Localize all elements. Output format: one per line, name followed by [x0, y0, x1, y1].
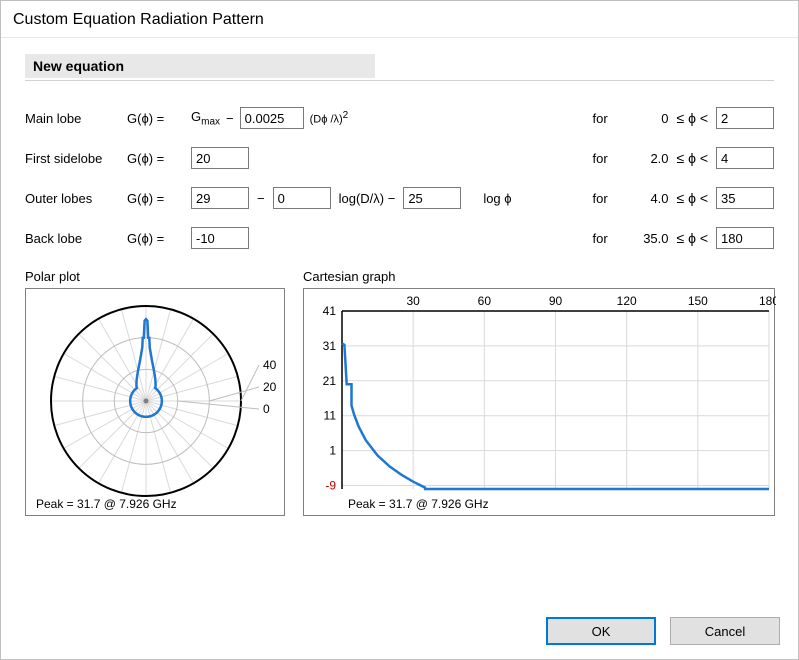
row-back-lobe: Back lobe G(ϕ) = for 35.0 ≤ ϕ <: [25, 225, 774, 251]
main-lobe-range: for 0 ≤ ϕ <: [593, 107, 774, 129]
window-title: Custom Equation Radiation Pattern: [1, 1, 798, 38]
back-lobe-range: for 35.0 ≤ ϕ <: [593, 227, 774, 249]
back-upper-input[interactable]: [716, 227, 774, 249]
svg-text:1: 1: [329, 444, 336, 458]
plots-row: Polar plot 40 20 0 Peak = 31.7 @ 7.926 GHz…: [25, 269, 774, 516]
svg-text:150: 150: [688, 294, 708, 308]
svg-text:20: 20: [263, 380, 277, 394]
outer-upper-input[interactable]: [716, 187, 774, 209]
svg-text:41: 41: [323, 304, 337, 318]
cartesian-plot: 306090120150180-9111213141 Peak = 31.7 @…: [303, 288, 775, 516]
outer-mid-text: log(D/λ) −: [339, 191, 396, 206]
first-sidelobe-input[interactable]: [191, 147, 249, 169]
outer-v3-input[interactable]: [403, 187, 461, 209]
cartesian-plot-col: Cartesian graph 306090120150180-91112131…: [303, 269, 775, 516]
outer-lower: 4.0: [629, 191, 669, 206]
minus-symbol: −: [257, 191, 265, 206]
back-lobe-input[interactable]: [191, 227, 249, 249]
polar-plot: 40 20 0 Peak = 31.7 @ 7.926 GHz: [25, 288, 285, 516]
svg-text:90: 90: [549, 294, 563, 308]
first-sidelobe-label: First sidelobe: [25, 151, 119, 166]
g-phi-label: G(ϕ) =: [127, 151, 183, 166]
svg-text:0: 0: [263, 402, 270, 416]
dialog-buttons: OK Cancel: [1, 607, 798, 659]
main-lobe-expr: Gmax − (Dϕ /λ)2: [191, 107, 348, 129]
svg-text:30: 30: [406, 294, 420, 308]
g-phi-label: G(ϕ) =: [127, 231, 183, 246]
outer-tail-text: log ϕ: [483, 191, 511, 206]
first-sidelobe-range: for 2.0 ≤ ϕ <: [593, 147, 774, 169]
section-header: New equation: [25, 54, 375, 78]
main-lobe-suffix: (Dϕ /λ)2: [310, 110, 349, 126]
le-phi-lt: ≤ ϕ <: [677, 230, 708, 246]
row-first-sidelobe: First sidelobe G(ϕ) = for 2.0 ≤ ϕ <: [25, 145, 774, 171]
outer-v2-input[interactable]: [273, 187, 331, 209]
back-lower: 35.0: [629, 231, 669, 246]
main-upper-input[interactable]: [716, 107, 774, 129]
dialog-content: New equation Main lobe G(ϕ) = Gmax − (Dϕ…: [1, 38, 798, 607]
outer-lobes-label: Outer lobes: [25, 191, 119, 206]
row-outer-lobes: Outer lobes G(ϕ) = − log(D/λ) − log ϕ fo…: [25, 185, 774, 211]
le-phi-lt: ≤ ϕ <: [677, 190, 708, 206]
equation-rows: Main lobe G(ϕ) = Gmax − (Dϕ /λ)2 for 0 ≤…: [25, 105, 774, 251]
for-label: for: [593, 151, 621, 166]
polar-plot-svg: 40 20 0: [26, 289, 286, 517]
svg-text:21: 21: [323, 374, 337, 388]
svg-text:11: 11: [324, 409, 337, 423]
svg-text:180: 180: [759, 294, 776, 308]
le-phi-lt: ≤ ϕ <: [677, 110, 708, 126]
g-phi-label: G(ϕ) =: [127, 191, 183, 206]
cartesian-plot-title: Cartesian graph: [303, 269, 775, 284]
main-lobe-label: Main lobe: [25, 111, 119, 126]
svg-text:31: 31: [323, 339, 337, 353]
cartesian-plot-svg: 306090120150180-9111213141: [304, 289, 776, 517]
for-label: for: [593, 111, 621, 126]
main-lower: 0: [629, 111, 669, 126]
cartesian-peak-text: Peak = 31.7 @ 7.926 GHz: [348, 497, 489, 511]
gmax-symbol: Gmax: [191, 109, 220, 128]
back-lobe-label: Back lobe: [25, 231, 119, 246]
polar-plot-col: Polar plot 40 20 0 Peak = 31.7 @ 7.926 GHz: [25, 269, 285, 516]
polar-peak-text: Peak = 31.7 @ 7.926 GHz: [36, 497, 177, 511]
outer-lobes-range: for 4.0 ≤ ϕ <: [593, 187, 774, 209]
svg-text:60: 60: [478, 294, 492, 308]
divider: [25, 80, 774, 81]
dialog-window: Custom Equation Radiation Pattern New eq…: [0, 0, 799, 660]
g-phi-label: G(ϕ) =: [127, 111, 183, 126]
cancel-button[interactable]: Cancel: [670, 617, 780, 645]
for-label: for: [593, 231, 621, 246]
first-upper-input[interactable]: [716, 147, 774, 169]
outer-v1-input[interactable]: [191, 187, 249, 209]
row-main-lobe: Main lobe G(ϕ) = Gmax − (Dϕ /λ)2 for 0 ≤…: [25, 105, 774, 131]
first-lower: 2.0: [629, 151, 669, 166]
le-phi-lt: ≤ ϕ <: [677, 150, 708, 166]
svg-text:-9: -9: [325, 479, 336, 493]
for-label: for: [593, 191, 621, 206]
main-lobe-coef-input[interactable]: [240, 107, 304, 129]
svg-text:40: 40: [263, 358, 277, 372]
svg-text:120: 120: [617, 294, 637, 308]
minus-symbol: −: [226, 111, 234, 126]
polar-plot-title: Polar plot: [25, 269, 285, 284]
ok-button[interactable]: OK: [546, 617, 656, 645]
